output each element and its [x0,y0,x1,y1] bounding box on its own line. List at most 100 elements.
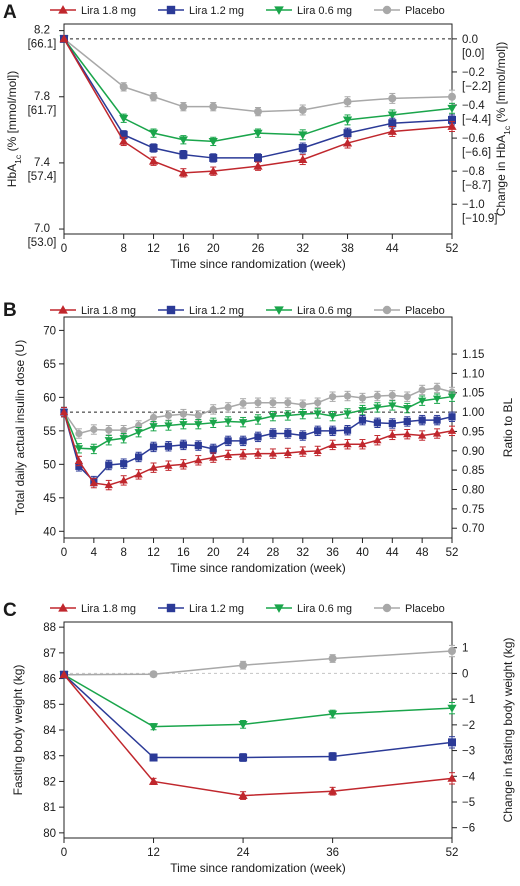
x-axis-label: Time since randomization (week) [170,257,346,271]
series-line [63,38,453,159]
legend-marker [166,603,176,613]
data-point [418,397,427,405]
y-tick-label-right: 1.15 [462,349,484,361]
data-point [343,392,352,400]
legend-label: Placebo [405,305,445,317]
data-point [268,413,278,421]
y-tick-label-right: 1.00 [462,407,484,419]
data-point [104,437,113,445]
x-tick-label: 0 [61,847,67,859]
data-point [403,393,411,401]
y-tick-label-left: 70 [43,325,56,337]
y-tick-label-left: 83 [43,751,56,763]
legend-marker [382,5,392,15]
y-tick-label-left: 7.8 [34,91,50,103]
data-point [194,411,202,420]
panel-label: C [3,600,17,621]
data-point [148,129,159,138]
y-tick-label-right: 0.80 [462,485,484,497]
data-point [358,407,367,415]
data-point [119,136,129,145]
data-point [299,431,307,440]
data-point [209,419,218,427]
data-point [134,429,143,437]
series-lira-1-8-mg [59,406,457,491]
y-tick-label-left: 65 [43,359,56,371]
data-point [209,405,217,414]
panel-label: B [3,300,17,321]
series-line [63,38,453,113]
data-point [89,445,98,454]
y-tick-label-left-secondary: [61.7] [28,105,57,117]
data-point [298,131,308,140]
y-tick-label-right: 0.95 [462,426,484,438]
data-point [284,429,292,438]
series-line [63,38,453,174]
data-point [148,156,159,165]
y-tick-label-left: 86 [43,674,56,686]
x-tick-label: 8 [120,243,126,255]
data-point [149,443,158,451]
data-point [343,410,352,418]
series-placebo [60,382,456,439]
data-point [403,417,411,426]
data-point [148,776,159,785]
y-tick-label-right: 0 [462,668,468,680]
legend-marker [274,306,284,315]
data-point [224,418,233,426]
data-point [447,121,457,130]
y-tick-label-left-secondary: [66.1] [28,39,57,51]
y-tick-label-left: 7.0 [34,223,50,235]
y-tick-label-left: 55 [43,426,56,438]
data-point [358,416,367,424]
data-point [298,154,308,163]
y-tick-label-right-secondary: [−8.7] [462,180,491,192]
legend: Lira 1.8 mg Lira 1.2 mg Lira 0.6 mg Placebo [50,305,445,317]
series-lira-1-2-mg [60,670,456,762]
panel-label: A [3,2,17,23]
y-tick-label-left: 85 [43,699,56,711]
data-point [120,460,128,468]
data-point [59,407,69,416]
legend-marker [166,305,176,315]
data-point [343,440,352,448]
x-tick-label: 20 [207,547,220,559]
y-tick-label-right-secondary: [−2.2] [462,81,491,93]
y-axis-label-right: Change in HbA1c (% [mmol/mol]) [494,42,512,217]
series-lira-0-6-mg [59,391,457,455]
data-point [119,435,128,443]
y-tick-label-right-secondary: [−6.6] [462,147,491,159]
series-lira-1-8-mg [59,34,457,178]
data-point [119,114,129,123]
data-point [149,753,158,762]
legend-marker [382,305,392,315]
data-point [254,433,262,441]
data-point [328,654,337,663]
data-point [194,421,203,429]
data-point [178,168,188,177]
data-point [373,436,382,444]
x-tick-label: 52 [446,847,459,859]
y-tick-label-right: 0.70 [462,523,484,535]
data-point [299,401,307,409]
legend-label: Lira 1.8 mg [81,603,136,615]
legend-marker [274,604,284,613]
data-point [239,661,248,670]
data-point [268,449,278,457]
data-point [75,429,83,438]
data-point [59,670,69,679]
data-point [59,34,69,43]
data-point [328,786,338,795]
y-tick-label-right: −0.6 [462,133,485,145]
y-tick-label-left: 87 [43,648,56,660]
y-tick-label-right: −5 [462,797,475,809]
y-tick-label-left: 50 [43,459,56,471]
data-point [253,416,263,424]
x-tick-label: 0 [61,547,67,559]
data-point [269,429,277,438]
data-point [328,752,337,761]
data-point [149,423,158,431]
y-tick-label-right: 1.10 [462,368,484,380]
data-point [164,461,173,469]
data-point [104,480,113,489]
